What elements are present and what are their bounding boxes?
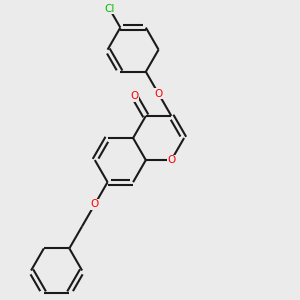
Text: Cl: Cl xyxy=(104,4,115,14)
Text: O: O xyxy=(167,155,176,165)
Text: O: O xyxy=(130,91,139,101)
Text: O: O xyxy=(154,89,163,99)
Text: O: O xyxy=(91,199,99,209)
